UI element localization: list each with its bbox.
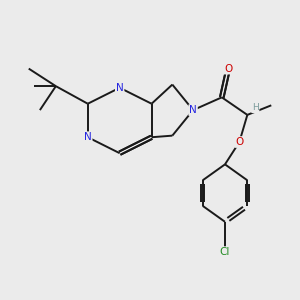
Text: N: N [189,105,197,115]
Text: N: N [116,83,124,93]
Text: N: N [84,132,92,142]
Text: O: O [224,64,232,74]
Text: Cl: Cl [220,247,230,257]
Text: H: H [252,103,259,112]
Text: O: O [235,137,244,147]
